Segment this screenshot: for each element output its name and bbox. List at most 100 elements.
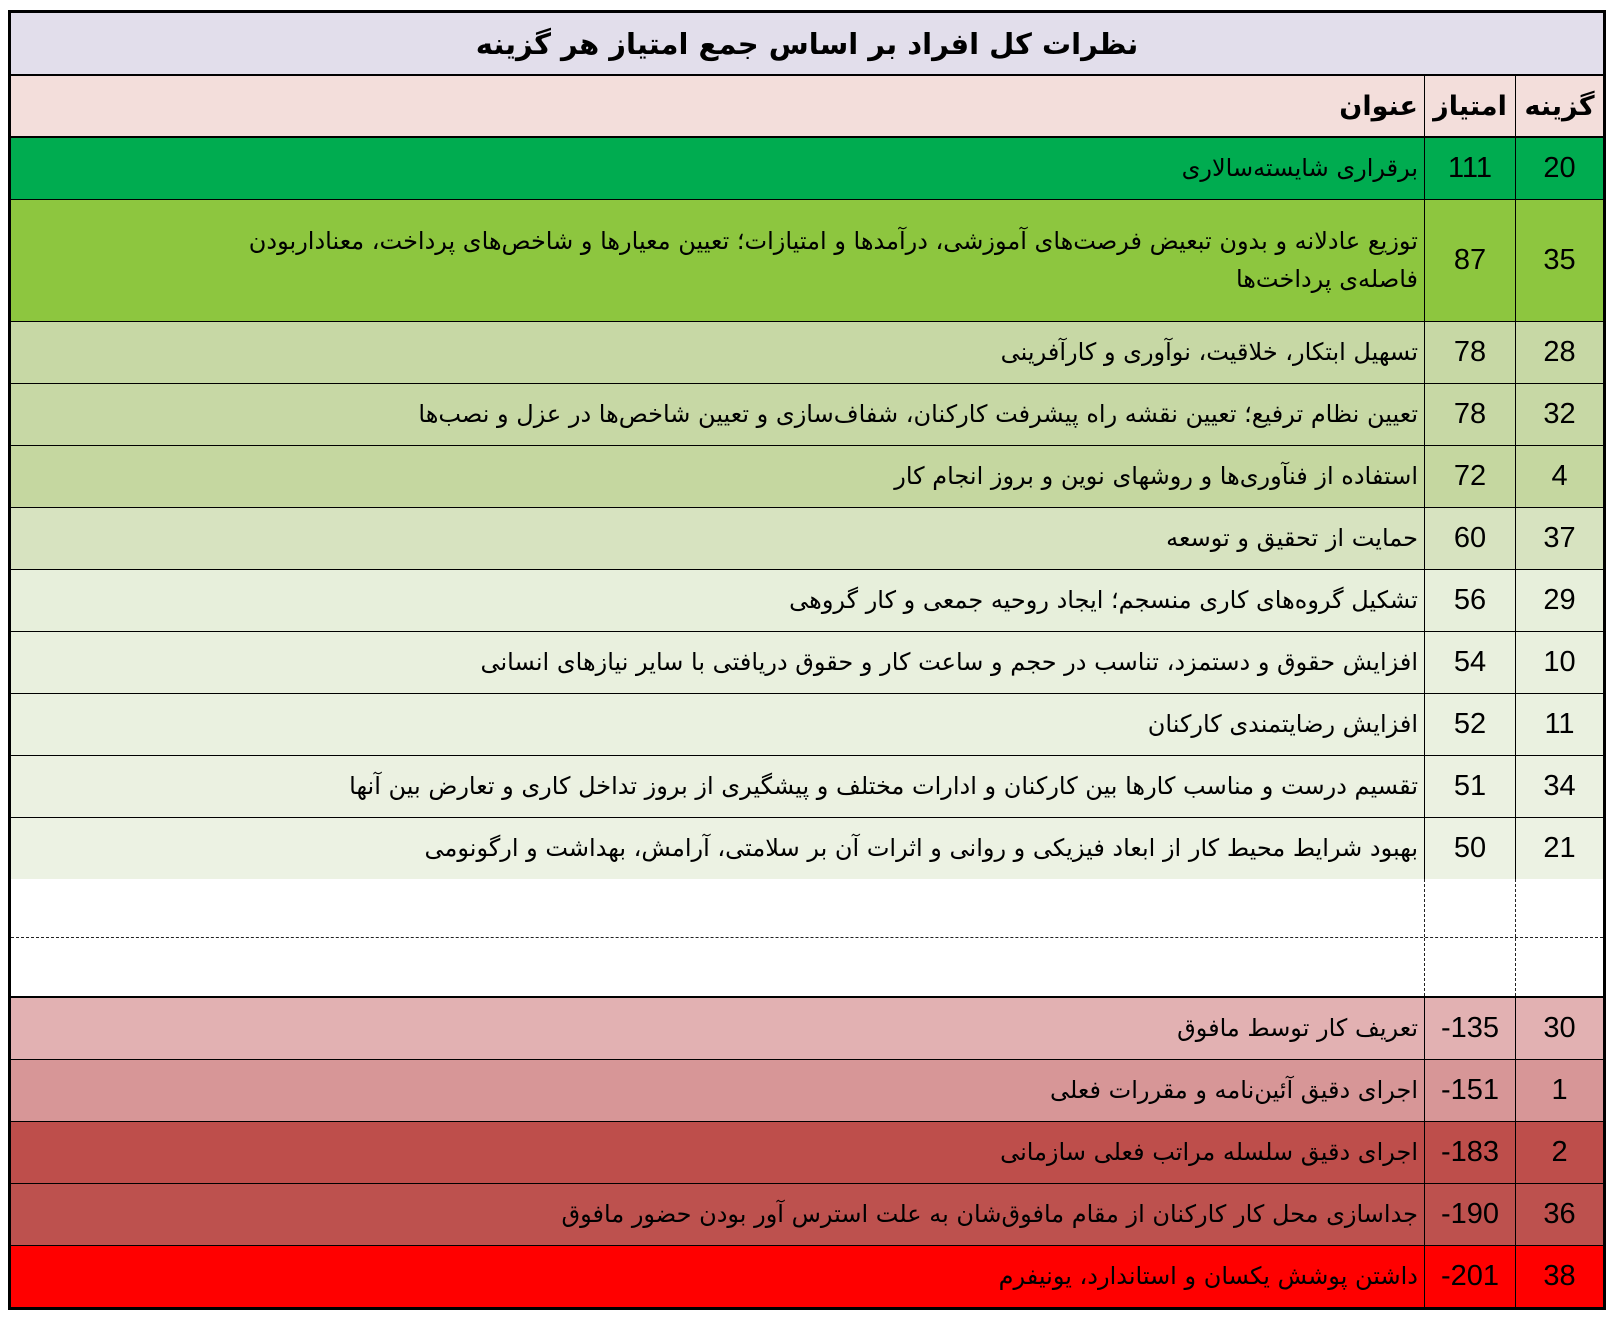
option-value: 38	[1543, 1260, 1576, 1292]
score-cell: 78	[1424, 384, 1515, 445]
option-value: 30	[1543, 1012, 1576, 1044]
label-cell: تعریف کار توسط مافوق	[11, 998, 1424, 1059]
score-value: 78	[1453, 336, 1487, 368]
label-value: تشکیل گروه‌های کاری منسجم؛ ایجاد روحیه ج…	[789, 585, 1418, 614]
option-cell: 34	[1515, 756, 1603, 817]
table-header-row: گزینه امتیاز عنوان	[11, 76, 1603, 138]
option-value: 4	[1551, 460, 1568, 492]
gap-score-cell	[1424, 879, 1515, 937]
positive-rows-section: 20 111 برقراری شایسته‌سالاری 35 87 توزیع…	[11, 138, 1603, 879]
option-cell: 20	[1515, 138, 1603, 199]
gap-label-cell	[11, 938, 1424, 996]
score-value: 50	[1453, 832, 1487, 864]
score-value: -190	[1440, 1198, 1500, 1230]
score-cell: 56	[1424, 570, 1515, 631]
score-cell: 52	[1424, 694, 1515, 755]
label-value: تعیین نظام ترفیع؛ تعیین نقشه راه پیشرفت …	[418, 399, 1418, 428]
label-cell: جداسازی محل کار کارکنان از مقام مافوق‌شا…	[11, 1184, 1424, 1245]
table-row: 34 51 تقسیم درست و مناسب کارها بین کارکن…	[11, 756, 1603, 818]
option-value: 20	[1543, 152, 1576, 184]
option-cell: 4	[1515, 446, 1603, 507]
label-cell: تعیین نظام ترفیع؛ تعیین نقشه راه پیشرفت …	[11, 384, 1424, 445]
header-option-label: گزینه	[1524, 90, 1595, 121]
option-value: 1	[1551, 1074, 1568, 1106]
score-cell: -151	[1424, 1060, 1515, 1121]
label-cell: اجرای دقیق سلسله مراتب فعلی سازمانی	[11, 1122, 1424, 1183]
score-value: 54	[1453, 646, 1487, 678]
label-value: اجرای دقیق آئین‌نامه و مقررات فعلی	[1049, 1075, 1418, 1104]
table-row: 11 52 افزایش رضایتمندی کارکنان	[11, 694, 1603, 756]
option-cell: 10	[1515, 632, 1603, 693]
score-cell: -183	[1424, 1122, 1515, 1183]
label-cell: داشتن پوشش یکسان و استاندارد، یونیفرم	[11, 1246, 1424, 1307]
score-cell: -135	[1424, 998, 1515, 1059]
gap-row	[11, 879, 1603, 938]
table-row: 1 -151 اجرای دقیق آئین‌نامه و مقررات فعل…	[11, 1060, 1603, 1122]
option-cell: 35	[1515, 200, 1603, 321]
option-value: 35	[1543, 244, 1576, 276]
header-score-cell: امتیاز	[1424, 76, 1515, 136]
label-value: داشتن پوشش یکسان و استاندارد، یونیفرم	[998, 1261, 1418, 1290]
option-value: 11	[1544, 708, 1575, 740]
label-value: برقراری شایسته‌سالاری	[1181, 153, 1418, 182]
header-option-cell: گزینه	[1515, 76, 1603, 136]
header-title-label: عنوان	[1339, 90, 1418, 122]
score-value: -135	[1440, 1012, 1500, 1044]
table-row: 4 72 استفاده از فنآوری‌ها و روشهای نوین …	[11, 446, 1603, 508]
table-row: 38 -201 داشتن پوشش یکسان و استاندارد، یو…	[11, 1246, 1603, 1307]
option-value: 36	[1543, 1198, 1576, 1230]
header-score-label: امتیاز	[1433, 90, 1507, 121]
table-row: 32 78 تعیین نظام ترفیع؛ تعیین نقشه راه پ…	[11, 384, 1603, 446]
table-title-row: نظرات کل افراد بر اساس جمع امتیاز هر گزی…	[11, 13, 1603, 76]
label-value: تعریف کار توسط مافوق	[1177, 1013, 1418, 1042]
option-cell: 21	[1515, 818, 1603, 879]
score-cell: -190	[1424, 1184, 1515, 1245]
label-value: بهبود شرایط محیط کار از ابعاد فیزیکی و ر…	[424, 833, 1419, 862]
gap-option-cell	[1515, 879, 1603, 937]
score-cell: 50	[1424, 818, 1515, 879]
negative-rows-section: 30 -135 تعریف کار توسط مافوق 1 -151 اجرا…	[11, 998, 1603, 1307]
header-title-cell: عنوان	[11, 76, 1424, 136]
table-row: 37 60 حمایت از تحقیق و توسعه	[11, 508, 1603, 570]
option-value: 21	[1543, 832, 1576, 864]
option-cell: 29	[1515, 570, 1603, 631]
option-cell: 28	[1515, 322, 1603, 383]
label-cell: برقراری شایسته‌سالاری	[11, 138, 1424, 199]
table-row: 28 78 تسهیل ابتکار، خلاقیت، نوآوری و کار…	[11, 322, 1603, 384]
option-value: 28	[1543, 336, 1576, 368]
option-cell: 1	[1515, 1060, 1603, 1121]
score-cell: 72	[1424, 446, 1515, 507]
score-value: 72	[1453, 460, 1487, 492]
score-value: 56	[1453, 584, 1487, 616]
score-value: -201	[1440, 1260, 1500, 1292]
option-value: 34	[1543, 770, 1576, 802]
label-cell: افزایش حقوق و دستمزد، تناسب در حجم و ساع…	[11, 632, 1424, 693]
score-value: 52	[1453, 708, 1487, 740]
score-cell: 54	[1424, 632, 1515, 693]
gap-label-cell	[11, 879, 1424, 937]
label-cell: افزایش رضایتمندی کارکنان	[11, 694, 1424, 755]
score-cell: 87	[1424, 200, 1515, 321]
score-value: 51	[1453, 770, 1487, 802]
table-row: 36 -190 جداسازی محل کار کارکنان از مقام …	[11, 1184, 1603, 1246]
label-cell: استفاده از فنآوری‌ها و روشهای نوین و برو…	[11, 446, 1424, 507]
score-cell: 111	[1424, 138, 1515, 199]
table-row: 29 56 تشکیل گروه‌های کاری منسجم؛ ایجاد ر…	[11, 570, 1603, 632]
option-value: 37	[1543, 522, 1576, 554]
label-value: جداسازی محل کار کارکنان از مقام مافوق‌شا…	[561, 1199, 1418, 1228]
label-value: افزایش رضایتمندی کارکنان	[1147, 709, 1418, 738]
label-value: توزیع عادلانه و بدون تبعیض فرصت‌های آموز…	[248, 227, 1418, 293]
score-value: 87	[1453, 244, 1487, 276]
table-row: 35 87 توزیع عادلانه و بدون تبعیض فرصت‌ها…	[11, 200, 1603, 322]
score-value: 60	[1453, 522, 1487, 554]
score-value: 111	[1447, 152, 1493, 184]
option-value: 32	[1543, 398, 1576, 430]
omitted-rows-gap	[11, 879, 1603, 998]
label-cell: تسهیل ابتکار، خلاقیت، نوآوری و کارآفرینی	[11, 322, 1424, 383]
option-cell: 37	[1515, 508, 1603, 569]
score-value: -151	[1440, 1074, 1500, 1106]
option-value: 29	[1543, 584, 1576, 616]
option-cell: 11	[1515, 694, 1603, 755]
gap-option-cell	[1515, 938, 1603, 996]
option-cell: 36	[1515, 1184, 1603, 1245]
